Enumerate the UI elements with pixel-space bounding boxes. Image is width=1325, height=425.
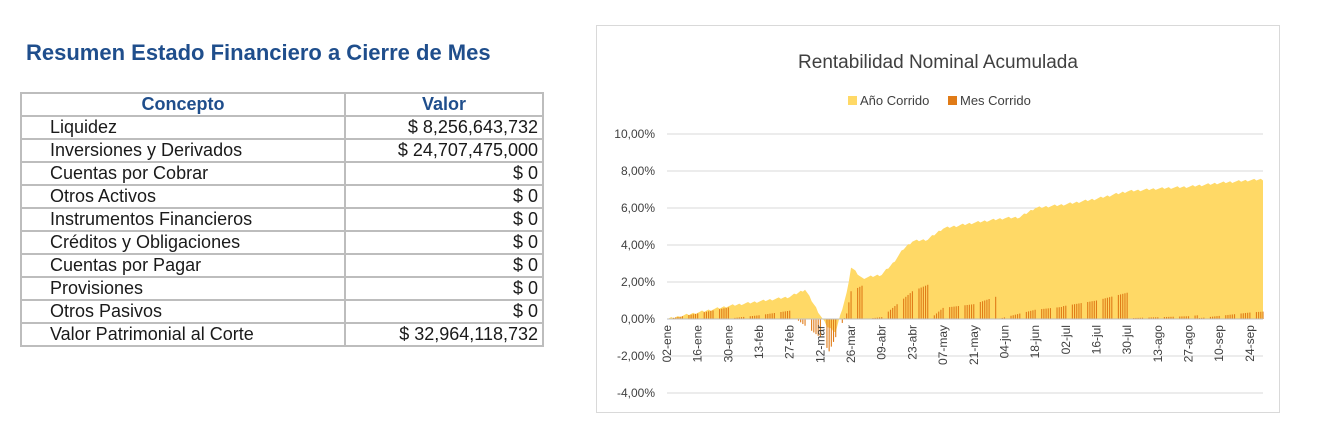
y-tick-label: 4,00% [621,238,655,252]
x-tick-label: 02-ene [660,325,674,363]
x-tick-label: 24-sep [1243,325,1257,362]
table-row: Instrumentos Financieros $ 0 [20,207,544,232]
row-value: $ 8,256,643,732 [344,115,544,140]
returns-chart: Rentabilidad Nominal Acumulada Año Corri… [614,52,1264,400]
table-row: Cuentas por Pagar $ 0 [20,253,544,278]
x-tick-label: 13-ago [1151,325,1165,363]
x-tick-label: 30-ene [721,325,735,363]
table-row: Otros Activos $ 0 [20,184,544,209]
column-header-concept: Concepto [20,92,346,117]
y-tick-label: 0,00% [621,312,655,326]
row-label: Créditos y Obligaciones [20,230,346,255]
x-tick-label: 13-feb [752,325,766,359]
x-tick-label: 21-may [967,325,981,365]
x-tick-label: 02-jul [1059,325,1073,354]
series-area-ano-corrido [667,178,1263,333]
legend-swatch-ano-corrido [848,96,857,105]
y-tick-label: 6,00% [621,201,655,215]
y-tick-label: -2,00% [617,349,655,363]
x-tick-label: 16-jul [1089,325,1103,354]
x-tick-label: 27-ago [1182,325,1196,363]
x-tick-label: 26-mar [844,325,858,363]
x-tick-label: 27-feb [783,325,797,359]
row-value: $ 0 [344,184,544,209]
row-label: Otros Activos [20,184,346,209]
y-tick-label: 2,00% [621,275,655,289]
y-tick-label: -4,00% [617,386,655,400]
table-row: Inversiones y Derivados $ 24,707,475,000 [20,138,544,163]
y-tick-label: 8,00% [621,164,655,178]
x-tick-label: 18-jun [1028,325,1042,358]
financial-summary-table: Concepto Valor Liquidez $ 8,256,643,732 I… [20,92,544,347]
x-tick-label: 30-jul [1120,325,1134,354]
summary-title: Resumen Estado Financiero a Cierre de Me… [26,40,491,65]
x-tick-label: 10-sep [1212,325,1226,362]
row-label: Liquidez [20,115,346,140]
x-tick-label: 07-may [936,325,950,365]
row-label: Provisiones [20,276,346,301]
row-label: Inversiones y Derivados [20,138,346,163]
table-row: Cuentas por Cobrar $ 0 [20,161,544,186]
x-tick-label: 12-mar [813,325,827,363]
row-label: Cuentas por Cobrar [20,161,346,186]
row-value: $ 0 [344,276,544,301]
legend-label-ano-corrido: Año Corrido [860,93,929,108]
chart-legend: Año Corrido Mes Corrido [848,93,1031,108]
table-row: Provisiones $ 0 [20,276,544,301]
table-header-row: Concepto Valor [20,92,544,117]
legend-label-mes-corrido: Mes Corrido [960,93,1031,108]
row-label: Cuentas por Pagar [20,253,346,278]
row-value: $ 32,964,118,732 [344,322,544,347]
row-label: Valor Patrimonial al Corte [20,322,346,347]
chart-container: Rentabilidad Nominal Acumulada Año Corri… [596,25,1280,413]
row-value: $ 0 [344,253,544,278]
y-tick-label: 10,00% [614,127,655,141]
row-label: Instrumentos Financieros [20,207,346,232]
legend-swatch-mes-corrido [948,96,957,105]
x-tick-label: 04-jun [997,325,1011,358]
row-value: $ 0 [344,161,544,186]
row-value: $ 24,707,475,000 [344,138,544,163]
table-row: Créditos y Obligaciones $ 0 [20,230,544,255]
row-value: $ 0 [344,207,544,232]
table-row: Valor Patrimonial al Corte $ 32,964,118,7… [20,322,544,347]
row-value: $ 0 [344,230,544,255]
row-value: $ 0 [344,299,544,324]
chart-title: Rentabilidad Nominal Acumulada [798,52,1078,73]
row-label: Otros Pasivos [20,299,346,324]
x-tick-label: 23-abr [905,325,919,360]
x-tick-label: 09-abr [875,325,889,360]
x-tick-label: 16-ene [691,325,705,363]
column-header-value: Valor [344,92,544,117]
table-row: Otros Pasivos $ 0 [20,299,544,324]
table-row: Liquidez $ 8,256,643,732 [20,115,544,140]
